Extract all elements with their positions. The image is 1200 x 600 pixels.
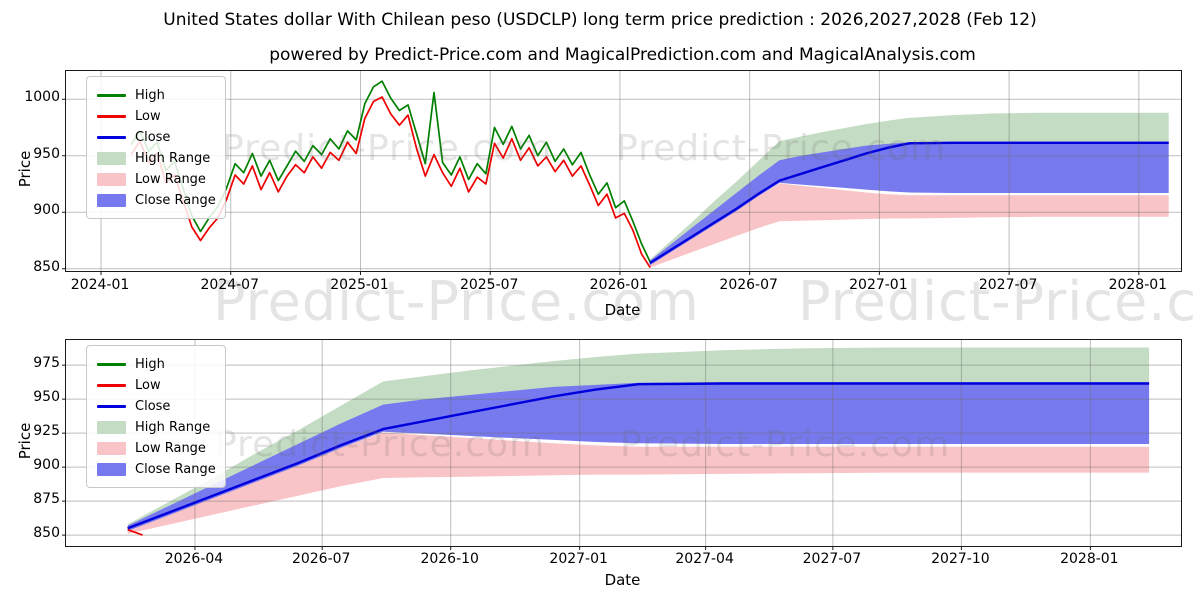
x-tick-label: 2026-07: [719, 277, 778, 293]
chart-history-forecast: [62, 70, 1182, 275]
x-tick-label: 2025-07: [459, 277, 519, 293]
legend-label: High Range: [135, 420, 211, 435]
watermark: Predict-Price.com: [798, 270, 1200, 333]
legend-item-close: Close: [97, 396, 215, 417]
legend-label: Close Range: [135, 462, 216, 477]
close-forecast-line: [649, 141, 1169, 265]
legend-swatch-low: [97, 384, 126, 387]
legend-item-close: Close: [97, 127, 215, 148]
forecast-band: [649, 183, 1169, 268]
legend-bottom: High Low Close High Range Low Range Clos…: [86, 345, 226, 488]
x-tick-label: 2025-01: [330, 277, 389, 293]
legend-swatch-high-range: [97, 421, 126, 434]
x-tick-label: 2026-10: [420, 551, 479, 567]
forecast-band: [649, 112, 1169, 262]
legend-swatch-high-range: [97, 152, 126, 165]
legend-label: High: [135, 88, 165, 103]
legend-swatch-close: [97, 136, 126, 139]
y-axis-label-top: Price: [16, 150, 34, 188]
legend-swatch-high: [97, 94, 126, 97]
legend-item-close-range: Close Range: [97, 459, 216, 480]
watermark: Predict-Price.com: [222, 128, 553, 169]
y-tick-label: 950: [33, 145, 60, 162]
legend-label: Low Range: [135, 441, 206, 456]
y-tick-label: 1000: [24, 89, 60, 106]
x-tick-label: 2028-01: [1108, 277, 1168, 293]
usdclp-forecast-detail-canvas: [62, 340, 1181, 550]
y-tick-label: 975: [33, 355, 60, 372]
legend-item-close-range: Close Range: [97, 190, 216, 211]
legend-label: Low: [135, 109, 161, 124]
x-tick-label: 2024-07: [200, 277, 260, 293]
x-tick-label: 2027-01: [549, 551, 608, 567]
watermark: Predict-Price.com: [620, 424, 951, 465]
x-tick-label: 2026-01: [589, 277, 649, 293]
legend-swatch-high: [97, 363, 126, 366]
x-tick-label: 2024-01: [70, 277, 130, 293]
legend-label: High: [135, 357, 165, 372]
legend-label: High Range: [135, 151, 211, 166]
x-tick-label: 2027-07: [802, 551, 862, 567]
y-tick-label: 900: [33, 202, 60, 219]
y-tick-label: 875: [33, 491, 60, 508]
y-tick-label: 950: [33, 389, 60, 406]
legend-item-low: Low: [97, 375, 215, 396]
y-tick-label: 925: [33, 423, 60, 440]
legend-label: Low: [135, 378, 161, 393]
forecast-band: [127, 432, 1150, 534]
low-line: [127, 528, 143, 536]
forecast-band: [127, 347, 1150, 527]
legend-swatch-close-range: [97, 194, 126, 207]
forecast-band: [127, 382, 1150, 531]
forecast-band: [649, 141, 1169, 266]
legend-label: Close: [135, 399, 171, 414]
x-tick-label: 2027-04: [675, 551, 734, 567]
legend-item-low-range: Low Range: [97, 169, 215, 190]
watermark: Predict-Price.com: [215, 424, 546, 465]
x-tick-label: 2027-10: [931, 551, 990, 567]
x-tick-label: 2027-07: [978, 277, 1038, 293]
figure-subtitle: powered by Predict-Price.com and Magical…: [269, 45, 976, 65]
legend-swatch-close: [97, 405, 126, 408]
x-axis-label-top: Date: [604, 301, 641, 319]
figure-title: United States dollar With Chilean peso (…: [163, 10, 1037, 30]
legend-label: Close: [135, 130, 171, 145]
watermark: Predict-Price.com: [616, 128, 947, 169]
legend-swatch-close-range: [97, 463, 126, 476]
close-forecast-line: [127, 382, 1150, 530]
legend-item-high: High: [97, 85, 215, 106]
legend-top: High Low Close High Range Low Range Clos…: [86, 76, 226, 219]
y-tick-label: 900: [33, 457, 60, 474]
x-tick-label: 2026-07: [291, 551, 351, 567]
x-axis-label-bottom: Date: [604, 571, 641, 589]
x-tick-label: 2028-01: [1060, 551, 1119, 567]
legend-item-high: High: [97, 354, 215, 375]
x-tick-label: 2026-04: [164, 551, 224, 567]
legend-swatch-low: [97, 115, 126, 118]
legend-item-high-range: High Range: [97, 148, 215, 169]
legend-item-low: Low: [97, 106, 215, 127]
legend-label: Close Range: [135, 193, 216, 208]
watermark: Predict-Price.com: [213, 270, 700, 333]
usdclp-history-and-forecast-canvas: [62, 71, 1181, 275]
legend-item-low-range: Low Range: [97, 438, 215, 459]
x-tick-label: 2027-01: [849, 277, 908, 293]
legend-item-high-range: High Range: [97, 417, 215, 438]
chart-forecast-detail: [62, 339, 1182, 550]
legend-swatch-low-range: [97, 442, 126, 455]
legend-label: Low Range: [135, 172, 206, 187]
y-tick-label: 850: [33, 525, 60, 542]
legend-swatch-low-range: [97, 173, 126, 186]
y-tick-label: 850: [33, 258, 60, 275]
y-axis-label-bottom: Price: [16, 422, 34, 460]
